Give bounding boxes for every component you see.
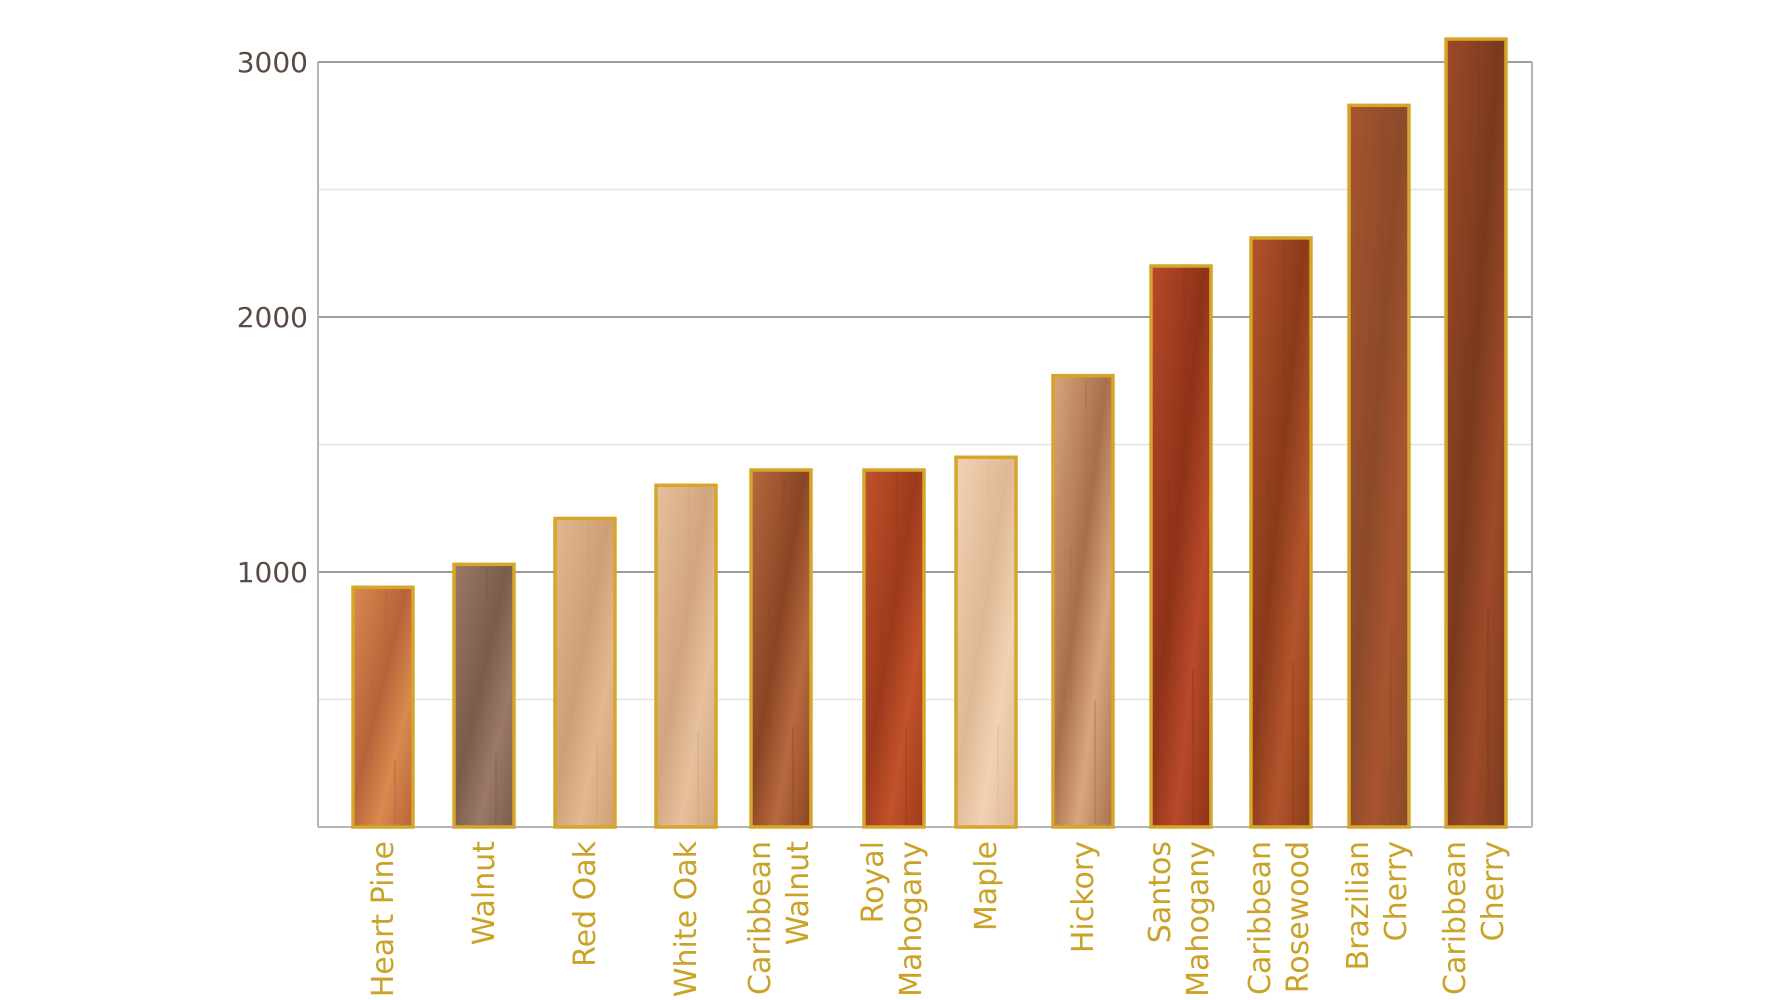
x-category-label-line: Maple: [969, 841, 1004, 931]
x-category-label-line: Mahogany: [894, 841, 929, 997]
bar: [749, 468, 813, 829]
bars: [351, 37, 1508, 829]
x-category-label-line: Caribbean: [743, 841, 778, 995]
x-category-label: Walnut: [467, 841, 502, 945]
bar-rect: [862, 468, 926, 829]
x-axis-category-labels: Heart Pine Walnut Red Oak White Oak Caribbea…: [366, 840, 1511, 997]
x-category-label-line: Red Oak: [568, 840, 603, 967]
x-category-label-line: Caribbean: [1243, 841, 1278, 995]
x-category-label: Caribbean Walnut: [743, 841, 816, 995]
bar: [553, 516, 617, 829]
bar-rect: [553, 516, 617, 829]
x-category-label: Heart Pine: [366, 841, 401, 997]
x-category-label-line: Hickory: [1066, 841, 1101, 953]
bar-rect: [749, 468, 813, 829]
bar-rect: [351, 585, 415, 829]
y-tick-label: 3000: [237, 46, 308, 79]
bar: [1249, 236, 1313, 829]
x-category-label-line: Cherry: [1379, 841, 1414, 941]
x-category-label: White Oak: [669, 840, 704, 997]
grid-lines: [318, 61, 1532, 701]
x-category-label: Royal Mahogany: [856, 841, 929, 997]
bar-rect: [1249, 236, 1313, 829]
x-category-label: Caribbean Rosewood: [1243, 841, 1316, 995]
bar-rect: [1347, 103, 1411, 829]
x-category-label: Hickory: [1066, 841, 1101, 953]
x-category-label-line: Brazilian: [1341, 841, 1376, 970]
y-tick-label: 1000: [237, 556, 308, 589]
bar-rect: [1051, 373, 1115, 829]
x-category-label-line: Walnut: [781, 841, 816, 945]
bar: [954, 455, 1018, 829]
y-tick-label: 2000: [237, 301, 308, 334]
x-category-label: Maple: [969, 841, 1004, 931]
bar-rect: [1149, 264, 1213, 829]
x-category-label: Brazilian Cherry: [1341, 841, 1414, 970]
x-category-label-line: White Oak: [669, 840, 704, 997]
bar-rect: [954, 455, 1018, 829]
bar: [1444, 37, 1508, 829]
x-category-label: Red Oak: [568, 840, 603, 967]
x-category-label: Santos Mahogany: [1143, 841, 1216, 997]
x-category-label-line: Santos: [1143, 841, 1178, 943]
bar: [654, 483, 718, 829]
bar: [1051, 373, 1115, 829]
bar: [351, 585, 415, 829]
bar: [452, 562, 516, 829]
bar: [862, 468, 926, 829]
x-category-label-line: Cherry: [1476, 841, 1511, 941]
x-category-label-line: Royal: [856, 841, 891, 923]
x-category-label-line: Mahogany: [1181, 841, 1216, 997]
bar-rect: [452, 562, 516, 829]
y-axis-tick-labels: 1000 2000 3000: [237, 46, 308, 589]
x-category-label-line: Walnut: [467, 841, 502, 945]
bar-rect: [654, 483, 718, 829]
x-category-label-line: Caribbean: [1438, 841, 1473, 995]
x-category-label-line: Heart Pine: [366, 841, 401, 997]
x-category-label-line: Rosewood: [1281, 841, 1316, 993]
bar: [1347, 103, 1411, 829]
x-category-label: Caribbean Cherry: [1438, 841, 1511, 995]
bar-rect: [1444, 37, 1508, 829]
bar: [1149, 264, 1213, 829]
